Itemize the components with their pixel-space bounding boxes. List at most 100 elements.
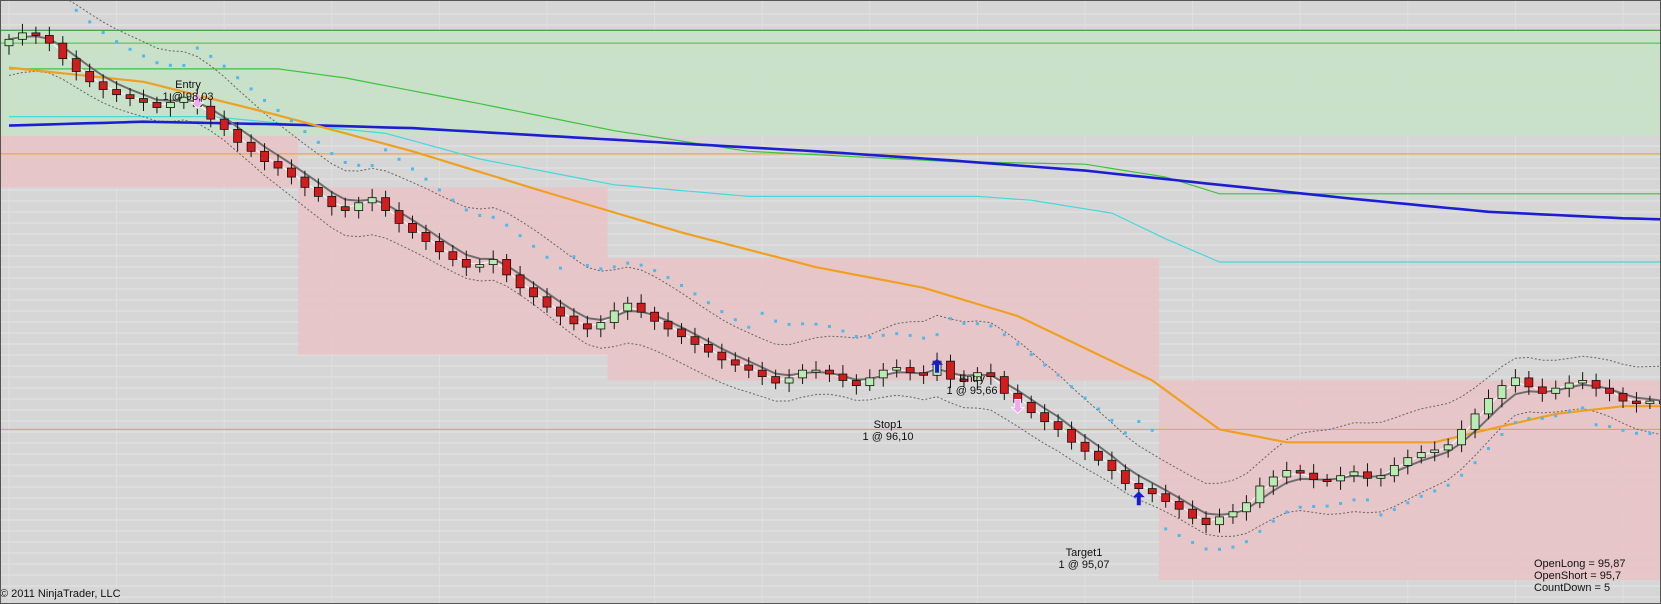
candle-down <box>1524 377 1534 388</box>
sar-dot <box>411 167 414 171</box>
short-zone-band <box>298 187 608 355</box>
sar-dot <box>236 76 240 80</box>
candle-down <box>381 197 391 211</box>
candle-down <box>663 320 673 330</box>
candle-up <box>1389 465 1399 477</box>
annotation-target1-line1: Target1 <box>1066 547 1103 559</box>
candle-down <box>461 259 471 268</box>
sar-dot <box>1298 505 1302 509</box>
sar-dot <box>276 108 280 112</box>
sar-dot <box>1608 425 1612 429</box>
candle-down <box>31 32 41 36</box>
sar-dot <box>1137 420 1141 424</box>
candle-up <box>878 369 888 379</box>
sar-dot <box>949 317 952 321</box>
candle-down <box>1591 380 1601 389</box>
candle-down <box>1026 401 1036 414</box>
sar-dot <box>1527 417 1531 421</box>
short-zone-band <box>607 258 1159 381</box>
candle-down <box>1147 488 1157 495</box>
sar-dot <box>1446 483 1450 487</box>
candle-down <box>287 167 296 178</box>
sar-dot <box>680 283 683 287</box>
sar-dot <box>1123 431 1127 435</box>
sar-dot <box>1164 527 1168 531</box>
lower-envelope <box>8 70 1661 537</box>
candle-up <box>865 377 875 387</box>
candle-up <box>1403 457 1413 466</box>
sar-dot <box>384 148 388 152</box>
sar-dot <box>1070 385 1074 389</box>
long-zone <box>0 30 1661 136</box>
parabolic-sar <box>61 0 1652 551</box>
arrow-down-icon <box>190 93 205 109</box>
candle-up <box>1336 475 1345 482</box>
sar-dot <box>1339 501 1343 505</box>
sar-dot <box>505 223 509 227</box>
candle-down <box>999 376 1009 394</box>
sar-dot <box>922 336 926 340</box>
candle-up <box>892 367 902 371</box>
annotation-target1-line2: 1 @ 95,07 <box>1059 559 1110 571</box>
sar-dot <box>1594 423 1598 427</box>
sar-dot <box>437 188 441 192</box>
candle-up <box>1578 380 1588 384</box>
candle-down <box>1537 386 1547 394</box>
annotation-entry1-line2: 1 @ 98,03 <box>163 91 214 103</box>
sar-dot <box>1473 461 1477 465</box>
candle-up <box>1457 428 1466 446</box>
sar-dot <box>666 276 670 280</box>
sar-dot <box>1110 418 1114 422</box>
sar-dot <box>1352 498 1356 502</box>
candle-down <box>650 311 659 322</box>
sar-dot <box>289 119 293 123</box>
sar-dot <box>1460 473 1464 477</box>
sar-dot <box>1379 513 1383 517</box>
candle-up <box>1268 476 1278 487</box>
candle-up <box>973 372 982 381</box>
arrow-up-icon <box>931 358 944 373</box>
candle-up <box>1282 470 1292 478</box>
trade-markers <box>190 93 1145 506</box>
short-zone-band <box>1158 380 1661 580</box>
sar-dot <box>195 46 199 50</box>
sar-dot <box>1204 547 1208 551</box>
arrow-down-icon <box>1010 398 1025 414</box>
sar-dot <box>1002 333 1006 337</box>
sar-dot <box>545 255 549 259</box>
sar-dot <box>572 255 576 259</box>
sar-dot <box>827 324 831 328</box>
candle-up <box>165 101 175 108</box>
candle-down <box>44 35 54 44</box>
sar-dot <box>263 98 267 102</box>
sar-dot <box>1554 414 1558 418</box>
candle-down <box>1605 387 1614 394</box>
sar-dot <box>303 130 307 134</box>
candle-down <box>529 287 538 298</box>
arrow-up-icon <box>1132 491 1145 506</box>
candle-down <box>152 101 162 108</box>
candle-down <box>569 315 579 325</box>
annotation-stop1-line2: 1 @ 96,10 <box>863 431 914 443</box>
candle-down <box>1134 483 1144 489</box>
sar-dot <box>693 292 697 296</box>
candle-down <box>98 81 108 90</box>
sar-dot <box>1648 432 1652 436</box>
candle-up <box>1215 516 1224 526</box>
sar-dot <box>626 261 630 265</box>
sar-dot <box>343 160 347 164</box>
sar-dot <box>1325 504 1329 508</box>
info-countdown: CountDown = 5 <box>1534 582 1610 594</box>
sar-dot <box>908 333 912 337</box>
candle-down <box>112 89 121 96</box>
zones <box>0 30 1661 580</box>
candle-down <box>757 369 767 377</box>
candle-up <box>4 38 14 47</box>
candle-down <box>1107 459 1117 471</box>
candle-down <box>825 369 834 375</box>
candle-down <box>340 206 350 211</box>
sar-dot <box>720 310 724 314</box>
sar-dot <box>706 301 710 305</box>
sar-dot <box>1096 407 1100 411</box>
